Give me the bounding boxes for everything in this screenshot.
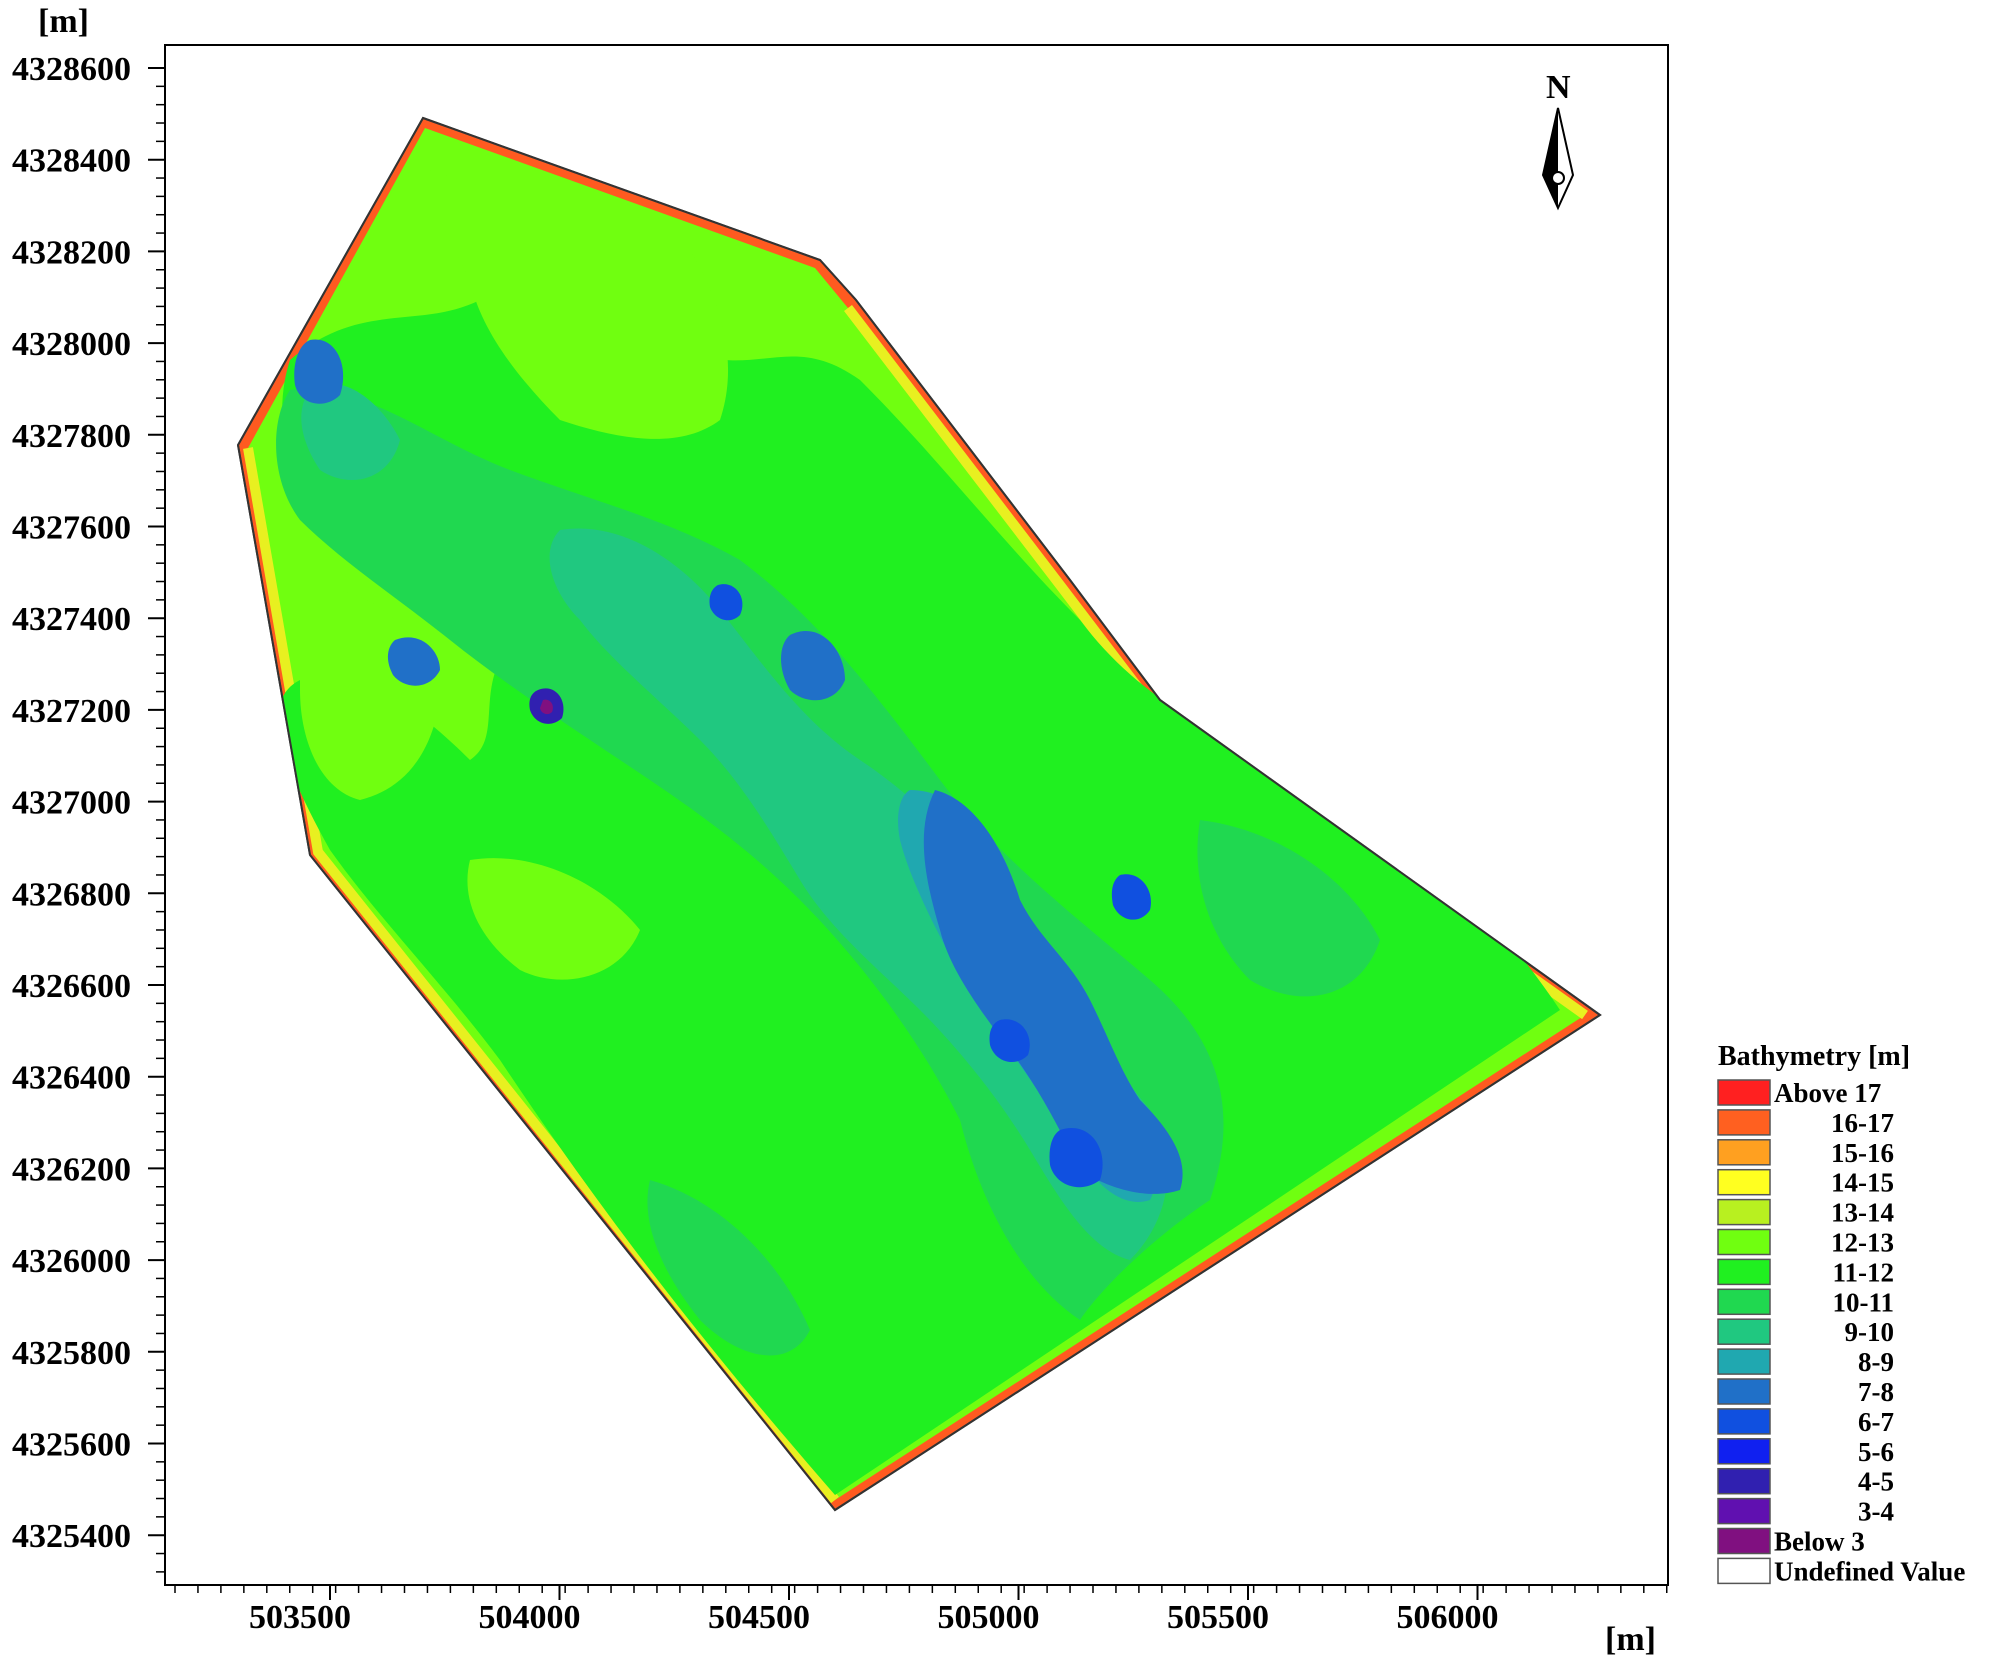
legend-label: 9-10 — [1845, 1317, 1895, 1347]
zone-below-3-spot — [540, 699, 553, 715]
legend-label: 13-14 — [1831, 1198, 1894, 1228]
zone-9-10-north — [301, 383, 400, 480]
legend: Bathymetry [m] Above 1716-1715-1614-1513… — [1717, 1041, 1965, 1586]
survey-area — [236, 116, 1602, 1512]
legend-swatch — [1717, 1198, 1771, 1226]
x-tick-label: 503500 — [249, 1599, 351, 1636]
zone-9-10 — [549, 528, 1168, 1260]
north-arrow-icon: N — [1541, 69, 1575, 211]
zone-10-11-east — [1197, 820, 1380, 997]
y-tick-label: 4325600 — [12, 1427, 131, 1464]
x-tick-label: 506000 — [1397, 1599, 1499, 1636]
legend-swatch — [1717, 1408, 1771, 1435]
y-tick-label: 4325800 — [12, 1335, 131, 1372]
north-label: N — [1546, 69, 1571, 106]
legend-label: Above 17 — [1774, 1078, 1881, 1108]
y-tick-label: 4327000 — [12, 785, 131, 822]
legend-label: 5-6 — [1858, 1437, 1894, 1467]
zone-12-13-north — [430, 170, 729, 439]
legend-label: 7-8 — [1858, 1377, 1894, 1407]
legend-label: 14-15 — [1831, 1168, 1894, 1198]
zone-10-11-south — [647, 1180, 810, 1356]
y-tick-label: 4325400 — [12, 1518, 131, 1555]
legend-label: 15-16 — [1831, 1138, 1894, 1168]
legend-label: 4-5 — [1858, 1467, 1894, 1497]
y-tick-label: 4326600 — [12, 968, 131, 1005]
zone-6-7-east — [1111, 874, 1151, 920]
legend-swatch — [1717, 1497, 1771, 1525]
y-tick-label: 4326800 — [12, 876, 131, 913]
zone-6-7-north — [709, 584, 743, 621]
x-tick-label: 504000 — [479, 1599, 581, 1636]
legend-swatch — [1717, 1288, 1771, 1316]
zone-7-8-northwest — [387, 637, 440, 686]
y-tick-label: 4326000 — [12, 1243, 131, 1280]
legend-swatch — [1717, 1109, 1771, 1136]
zone-10-11 — [276, 388, 1224, 1320]
legend-label: Below 3 — [1774, 1527, 1865, 1557]
zone-7-8-west — [294, 339, 344, 404]
zone-6-7-south — [1049, 1128, 1103, 1188]
y-tick-label: 4327400 — [12, 601, 131, 638]
y-axis-unit: [m] — [38, 3, 89, 40]
y-tick-label: 4326200 — [12, 1151, 131, 1188]
y-tick-label: 4327600 — [12, 510, 131, 547]
y-axis: 4328600 4328400 4328200 4328000 4327800 43276… — [12, 51, 165, 1573]
survey-outline — [236, 116, 1602, 1512]
legend-label: 8-9 — [1858, 1347, 1894, 1377]
legend-label: 16-17 — [1831, 1108, 1894, 1138]
legend-label: 6-7 — [1858, 1407, 1894, 1437]
legend-label: Undefined Value — [1774, 1556, 1965, 1586]
legend-label: 12-13 — [1831, 1228, 1894, 1258]
y-tick-label: 4328400 — [12, 143, 131, 180]
legend-swatch — [1717, 1168, 1771, 1196]
legend-swatch — [1717, 1258, 1771, 1286]
legend-label: 11-12 — [1832, 1257, 1894, 1287]
y-tick-label: 4328200 — [12, 234, 131, 271]
legend-swatch — [1717, 1378, 1771, 1405]
x-tick-label: 505000 — [938, 1599, 1040, 1636]
legend-swatch — [1717, 1139, 1771, 1166]
legend-swatch — [1717, 1228, 1771, 1256]
legend-swatch — [1717, 1527, 1771, 1555]
y-tick-label: 4327200 — [12, 693, 131, 730]
x-tick-label: 505500 — [1167, 1599, 1269, 1636]
x-axis: 503500 504000 504500 505000 505500 506000 — [174, 1585, 1668, 1636]
legend-swatch — [1717, 1318, 1771, 1345]
legend-swatch — [1717, 1079, 1771, 1106]
legend-label: 10-11 — [1832, 1287, 1894, 1317]
legend-swatch — [1717, 1467, 1771, 1495]
zone-6-7-mid — [989, 1019, 1030, 1063]
legend-title: Bathymetry [m] — [1718, 1041, 1910, 1072]
y-tick-label: 4326400 — [12, 1060, 131, 1097]
zone-12-13-southwest — [467, 858, 640, 980]
legend-swatch — [1717, 1438, 1771, 1465]
y-tick-label: 4328600 — [12, 51, 131, 88]
y-tick-label: 4328000 — [12, 326, 131, 363]
y-tick-label: 4327800 — [12, 418, 131, 455]
legend-swatch — [1717, 1348, 1771, 1375]
x-tick-label: 504500 — [708, 1599, 810, 1636]
zone-7-8 — [923, 790, 1183, 1194]
zone-7-8-north — [781, 631, 845, 701]
legend-swatch — [1717, 1557, 1771, 1585]
legend-label: 3-4 — [1858, 1497, 1894, 1527]
x-axis-unit: [m] — [1605, 1621, 1656, 1658]
